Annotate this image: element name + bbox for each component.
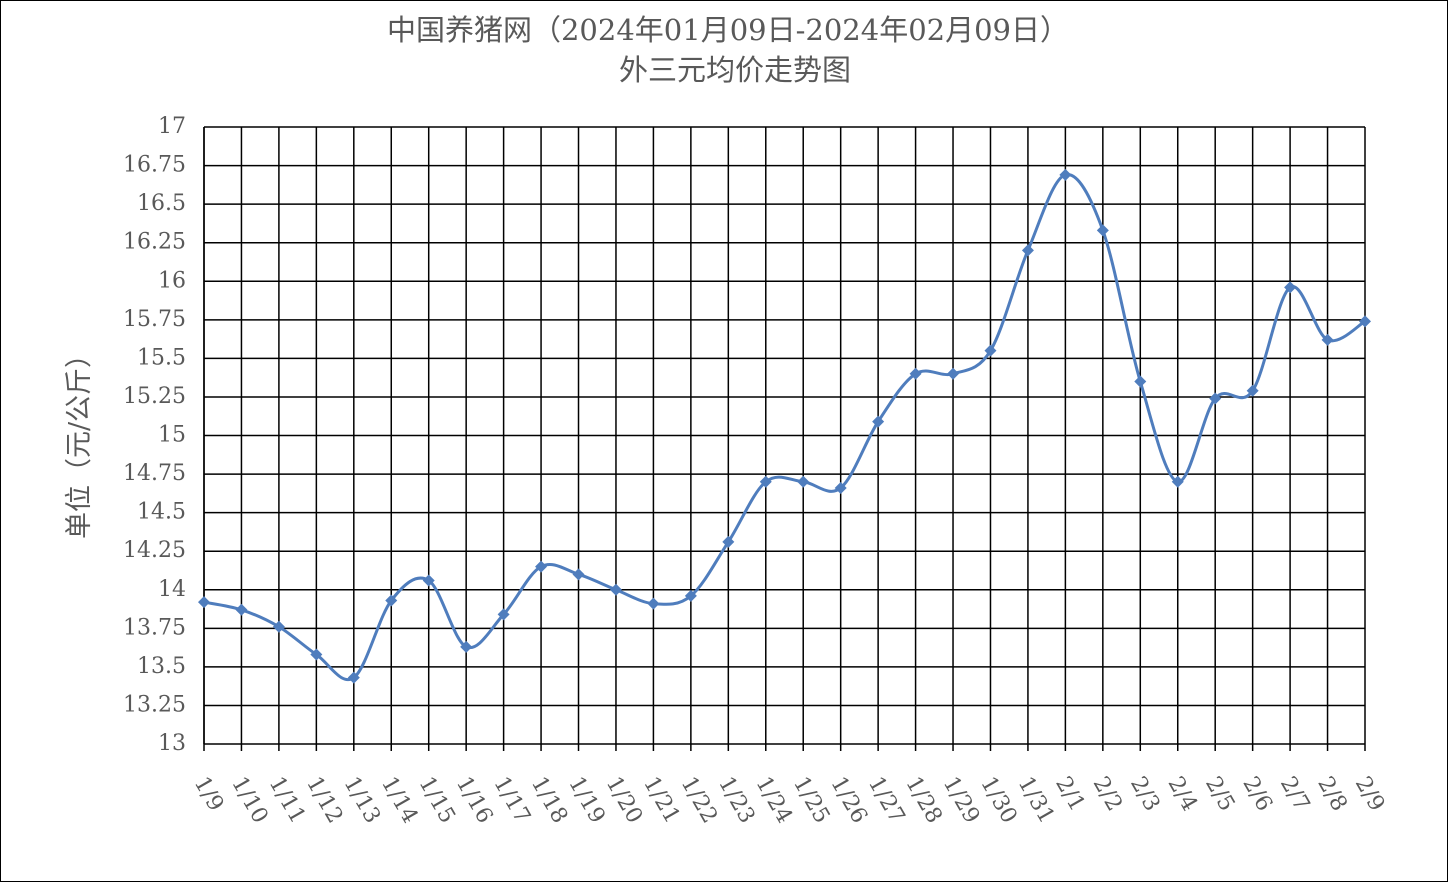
chart-title: 中国养猪网（2024年01月09日-2024年02月09日）	[387, 13, 1069, 47]
y-tick-label: 15.25	[123, 384, 186, 409]
y-tick-label: 13.75	[123, 615, 186, 640]
y-tick-label: 16.75	[123, 153, 186, 178]
point-marker	[385, 594, 398, 607]
point-marker	[272, 620, 285, 633]
point-marker	[422, 574, 435, 587]
y-axis-label: 单位（元/公斤）	[64, 341, 95, 539]
point-marker	[1134, 375, 1147, 388]
point-marker	[797, 475, 810, 488]
y-tick-label: 15.5	[137, 345, 186, 370]
point-marker	[759, 475, 772, 488]
y-tick-label: 14	[158, 577, 186, 602]
y-tick-label: 17	[158, 114, 186, 139]
point-marker	[684, 589, 697, 602]
point-marker	[460, 640, 473, 653]
point-marker	[572, 568, 585, 581]
point-marker	[1171, 475, 1184, 488]
point-marker	[535, 560, 548, 573]
point-marker	[872, 415, 885, 428]
y-tick-label: 13.25	[123, 692, 186, 717]
point-marker	[497, 608, 510, 621]
y-tick-label: 15.75	[123, 307, 186, 332]
point-marker	[1321, 333, 1334, 346]
point-marker	[347, 671, 360, 684]
point-marker	[1096, 224, 1109, 237]
point-marker	[984, 344, 997, 357]
y-tick-label: 16.25	[123, 230, 186, 255]
point-marker	[1021, 244, 1034, 257]
y-tick-label: 13.5	[137, 654, 186, 679]
point-marker	[1246, 384, 1259, 397]
point-marker	[1284, 281, 1297, 294]
point-marker	[609, 583, 622, 596]
point-marker	[1359, 315, 1371, 328]
point-marker	[310, 648, 323, 661]
point-marker	[722, 535, 735, 548]
y-tick-label: 14.75	[123, 461, 186, 486]
y-tick-label: 15	[158, 423, 186, 448]
point-marker	[1059, 168, 1072, 181]
point-marker	[1209, 392, 1222, 405]
point-marker	[947, 367, 960, 380]
series-line	[203, 173, 1366, 682]
chart-subtitle: 外三元均价走势图	[619, 53, 851, 87]
y-tick-label: 16.5	[137, 191, 186, 216]
y-tick-label: 14.5	[137, 500, 186, 525]
point-marker	[235, 603, 248, 616]
point-marker	[198, 596, 210, 609]
point-marker	[647, 597, 660, 610]
y-tick-label: 16	[158, 268, 186, 293]
y-tick-label: 13	[158, 731, 186, 756]
point-marker	[834, 481, 847, 494]
y-tick-label: 14.25	[123, 538, 186, 563]
point-marker	[909, 367, 922, 380]
